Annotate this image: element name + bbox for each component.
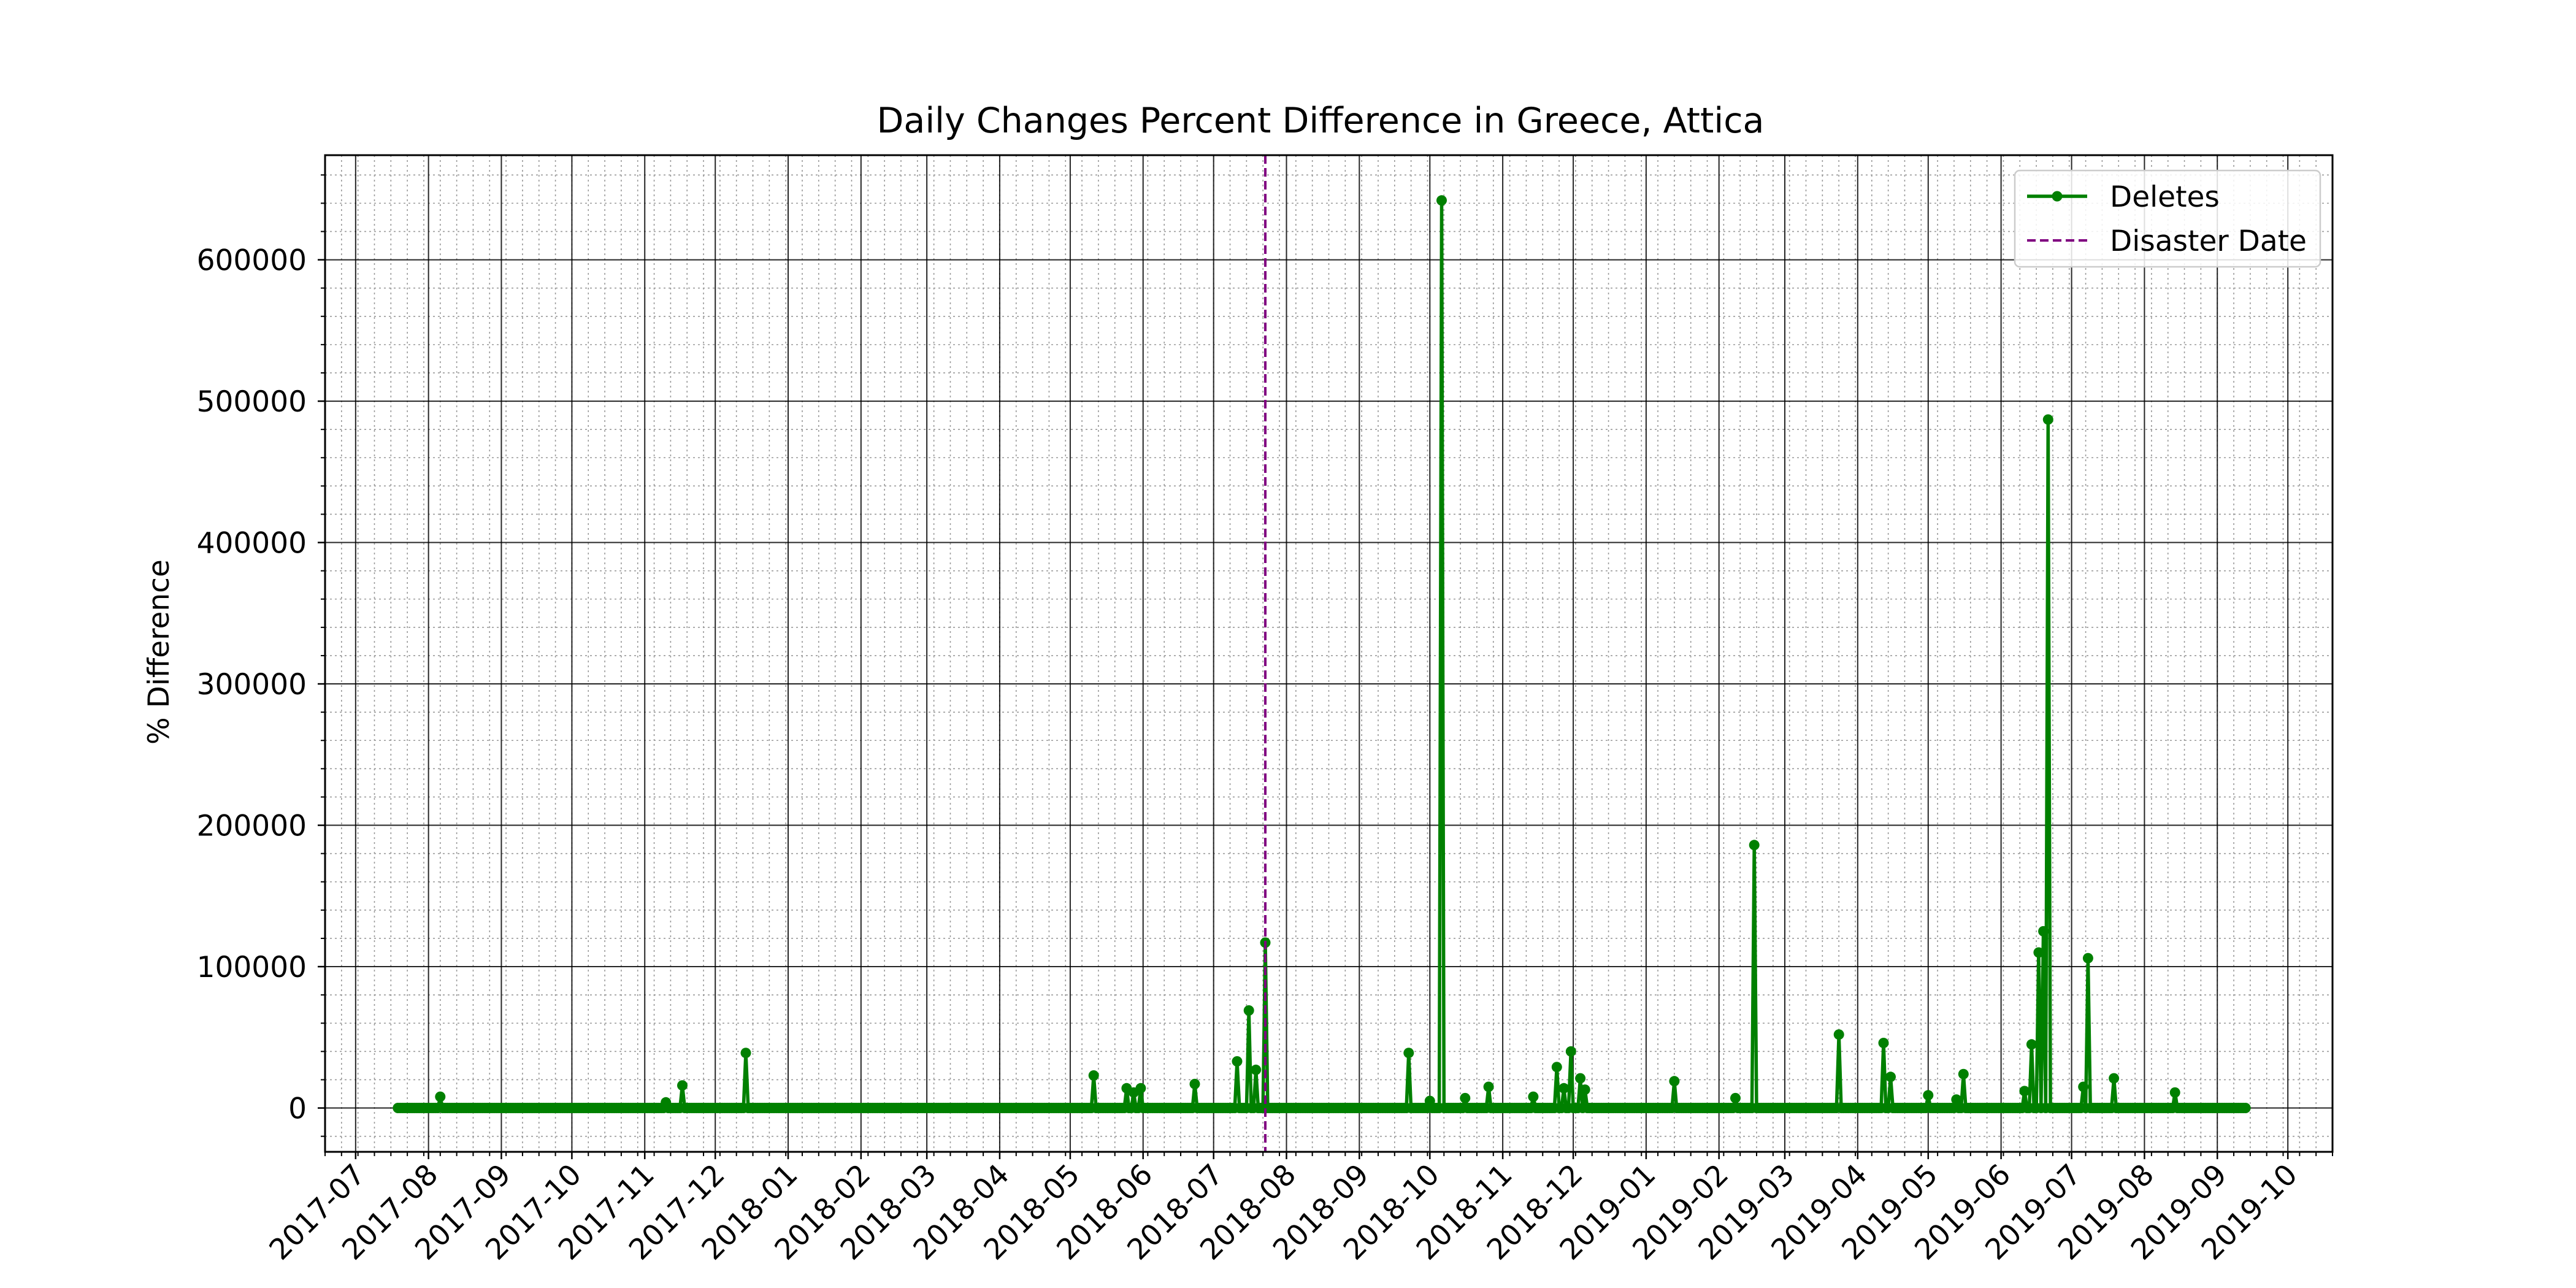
deletes-data-point: [1885, 1071, 1896, 1083]
deletes-data-point: [1135, 1083, 1146, 1094]
legend-box: [2014, 169, 2321, 268]
deletes-data-point: [677, 1080, 688, 1091]
deletes-data-point: [2038, 926, 2049, 937]
y-axis-ticks: 0 100000 200000 300000 400000 500000 600000: [197, 174, 325, 1137]
y-tick-label: 0: [288, 1092, 307, 1126]
deletes-series-markers: [393, 195, 2251, 1113]
chart-title: Daily Changes Percent Difference in Gree…: [877, 101, 1765, 141]
legend-deletes-label: Deletes: [2110, 180, 2220, 214]
deletes-data-point: [1669, 1076, 1680, 1087]
deletes-data-point: [1923, 1090, 1934, 1101]
deletes-data-point: [1558, 1083, 1570, 1094]
deletes-data-point: [2169, 1087, 2180, 1098]
legend-disaster-label: Disaster Date: [2110, 224, 2307, 258]
deletes-data-point: [1878, 1038, 1889, 1048]
deletes-data-point: [1189, 1078, 1200, 1089]
deletes-data-point: [1483, 1081, 1494, 1092]
deletes-data-point: [1749, 840, 1760, 851]
deletes-data-point: [2019, 1086, 2030, 1097]
deletes-data-point: [1833, 1029, 1844, 1040]
deletes-data-point: [2109, 1073, 2120, 1084]
deletes-data-point: [1730, 1092, 1741, 1103]
deletes-data-point: [2082, 953, 2093, 964]
y-tick-label: 400000: [197, 527, 307, 561]
deletes-data-point: [1575, 1073, 1586, 1084]
y-tick-label: 600000: [197, 244, 307, 278]
axes-frame: [324, 154, 2334, 1153]
deletes-data-point: [1243, 1005, 1254, 1016]
major-gridlines: [325, 155, 2333, 1152]
deletes-data-point: [1436, 195, 1447, 206]
y-tick-label: 300000: [197, 668, 307, 702]
deletes-data-point: [1251, 1064, 1262, 1075]
deletes-data-point: [1403, 1048, 1414, 1059]
deletes-data-point: [1232, 1056, 1243, 1067]
y-tick-label: 100000: [197, 951, 307, 984]
deletes-data-point: [2026, 1039, 2037, 1050]
deletes-data-point: [2078, 1081, 2089, 1092]
deletes-data-point: [2042, 414, 2053, 425]
deletes-data-point: [435, 1091, 446, 1102]
deletes-data-point: [2033, 947, 2044, 958]
deletes-data-point: [1958, 1068, 1969, 1079]
deletes-data-point: [1528, 1091, 1539, 1102]
deletes-data-point: [1460, 1092, 1471, 1103]
deletes-data-point: [1579, 1084, 1590, 1095]
y-tick-label: 200000: [197, 810, 307, 843]
y-tick-label: 500000: [197, 385, 307, 419]
deletes-data-point: [1565, 1046, 1576, 1057]
deletes-data-point: [1951, 1094, 1962, 1105]
legend-deletes-marker: [2052, 191, 2063, 202]
plot-series: [393, 155, 2251, 1152]
deletes-data-point: [1551, 1062, 1562, 1073]
legend: Deletes Disaster Date: [2014, 169, 2321, 268]
deletes-data-point: [740, 1048, 751, 1059]
deletes-data-point: [1088, 1070, 1099, 1081]
deletes-data-point: [2240, 1103, 2251, 1113]
y-axis-label: % Difference: [142, 559, 176, 745]
